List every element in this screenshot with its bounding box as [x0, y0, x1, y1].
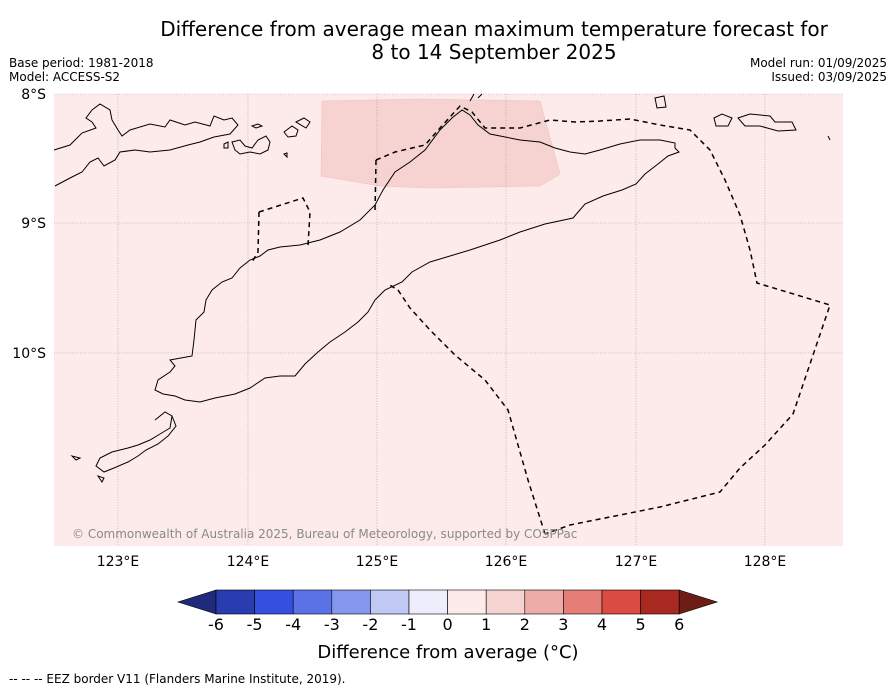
tick-label-lon-125: 125°E [356, 554, 399, 570]
copyright-text: © Commonwealth of Australia 2025, Bureau… [72, 527, 578, 541]
colorbar-segment [524, 589, 564, 615]
coastline-small-island-4 [250, 123, 264, 129]
coastlines [53, 93, 831, 483]
tick-label-lat-10: 10°S [12, 346, 46, 362]
base-period-info: Base period: 1981-2018 Model: ACCESS-S2 [9, 56, 154, 84]
coastline-tanimbar-1 [713, 113, 733, 127]
coastline-sawu [70, 455, 105, 483]
colorbar-segment [370, 589, 410, 615]
colorbar-tick-label: 3 [558, 615, 568, 634]
coastline-wetar [469, 93, 483, 102]
colorbar-segment [563, 589, 603, 615]
coastline-small-island-2 [283, 125, 299, 138]
colorbar-segment [408, 589, 448, 615]
eez-footnote: -- -- -- EEZ border V11 (Flanders Marine… [9, 672, 346, 686]
colorbar-tick-label: -5 [247, 615, 263, 634]
tick-label-lat-8: 8°S [21, 87, 46, 103]
model-run-info: Model run: 01/09/2025 Issued: 03/09/2025 [749, 56, 887, 84]
colorbar-tick-label: 4 [597, 615, 607, 634]
chart-title: Difference from average mean maximum tem… [160, 17, 828, 64]
coastline-small-island-6 [283, 152, 288, 159]
colorbar-arrow-high [678, 589, 719, 615]
tick-label-lon-124: 124°E [227, 554, 270, 570]
coastline-small-island-3 [294, 117, 311, 129]
tick-label-lon-128: 128°E [744, 554, 787, 570]
coastline-flores-alor [53, 103, 239, 187]
colorbar-segment [292, 589, 333, 615]
colorbar-tick-label: -1 [401, 615, 417, 634]
lat-axis-labels: 8°S 9°S 10°S [12, 87, 46, 362]
colorbar-tick-label: 5 [636, 615, 646, 634]
coastline-timor [154, 109, 680, 403]
colorbar-segment [254, 589, 294, 615]
tick-label-lon-123: 123°E [97, 554, 140, 570]
coastline-rote [95, 411, 177, 473]
tick-label-lon-127: 127°E [615, 554, 658, 570]
eez-border-timor-leste-north [375, 105, 831, 535]
colorbar-tick-label: -3 [324, 615, 340, 634]
colorbar-tick-label: 0 [443, 615, 453, 634]
coastline-tanimbar-2 [737, 113, 797, 132]
colorbar-tick-label: 2 [520, 615, 530, 634]
forecast-map: 8°S 9°S 10°S 123°E 124°E 125°E 126°E 127… [12, 87, 843, 570]
colorbar-tick-label: 6 [674, 615, 684, 634]
anomaly-patch [320, 98, 561, 189]
colorbar-segment [485, 589, 526, 615]
colorbar-segments [177, 589, 719, 615]
colorbar-segment [447, 589, 487, 615]
colorbar-tick-label: -6 [208, 615, 224, 634]
colorbar-label: Difference from average (°C) [317, 642, 579, 663]
tick-label-lon-126: 126°E [485, 554, 528, 570]
colorbar-arrow-low [177, 589, 217, 615]
tick-label-lat-9: 9°S [21, 216, 46, 232]
colorbar-segment [601, 589, 641, 615]
colorbar-tick-label: 1 [481, 615, 491, 634]
colorbar-segment [640, 589, 680, 615]
eez-borders [251, 105, 831, 535]
coastline-island-north [654, 95, 667, 109]
lon-axis-labels: 123°E 124°E 125°E 126°E 127°E 128°E [97, 554, 787, 570]
colorbar-tick-label: -2 [362, 615, 378, 634]
colorbar-tick-labels: -6 -5 -4 -3 -2 -1 0 1 2 3 4 5 6 [208, 615, 684, 634]
coastline-tanimbar-3 [827, 135, 831, 141]
colorbar-tick-label: -4 [285, 615, 301, 634]
colorbar-segment [331, 589, 371, 615]
eez-border-oecusse [251, 197, 311, 263]
colorbar-segment [215, 589, 255, 615]
colorbar: -6 -5 -4 -3 -2 -1 0 1 2 3 4 5 6 [177, 589, 719, 634]
coastline-small-island-1 [231, 135, 271, 155]
coastline-small-island-5 [223, 141, 229, 149]
